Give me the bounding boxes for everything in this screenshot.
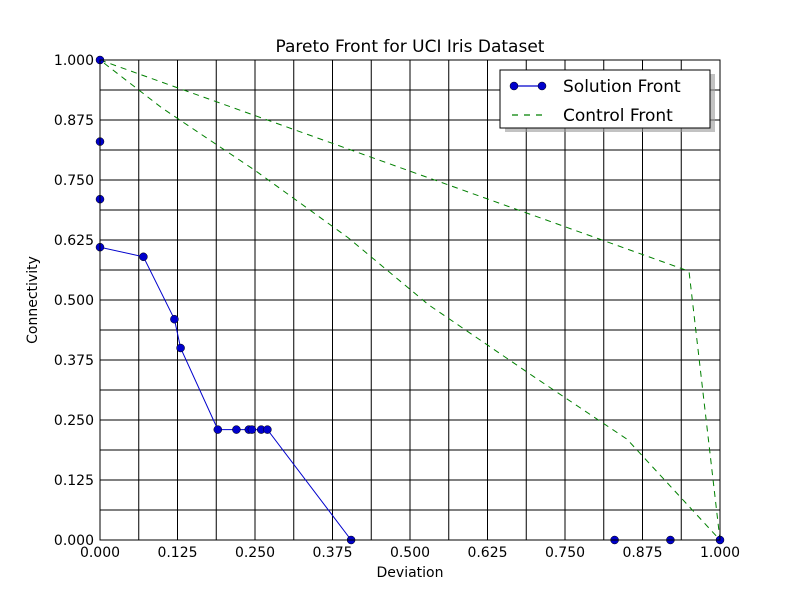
y-tick-label: 0.750 bbox=[54, 173, 94, 189]
y-tick-label: 0.875 bbox=[54, 113, 94, 129]
solution-point bbox=[263, 425, 272, 434]
solution-point bbox=[213, 425, 223, 434]
tick-labels: 0.000 0.125 0.250 0.375 0.500 0.625 0.750 0.875… bbox=[54, 53, 740, 561]
solution-point bbox=[247, 425, 257, 434]
chart-title: Pareto Front for UCI Iris Dataset bbox=[276, 37, 545, 57]
x-tick-label: 0.375 bbox=[312, 545, 352, 561]
legend-box bbox=[499, 69, 711, 129]
x-tick-label: 0.875 bbox=[622, 545, 662, 561]
solution-point bbox=[232, 425, 241, 434]
legend-control-label: Control Front bbox=[563, 106, 673, 126]
y-tick-label: 0.375 bbox=[54, 353, 94, 369]
legend: Solution Front Control Front bbox=[499, 69, 715, 132]
grid bbox=[100, 60, 720, 540]
x-axis-title: Deviation bbox=[377, 565, 444, 581]
x-tick-label: 1.000 bbox=[700, 545, 740, 561]
control-front-layer bbox=[99, 59, 721, 542]
y-tick-label: 0.125 bbox=[54, 473, 94, 489]
solution-point bbox=[139, 252, 148, 262]
solution-point bbox=[170, 314, 179, 324]
x-tick-label: 0.000 bbox=[80, 545, 120, 561]
solution-point bbox=[176, 343, 185, 353]
x-tick-label: 0.750 bbox=[545, 545, 585, 561]
y-axis-title: Connectivity bbox=[25, 256, 41, 344]
y-tick-label: 0.000 bbox=[54, 533, 94, 549]
y-tick-label: 0.625 bbox=[54, 233, 94, 249]
x-tick-label: 0.625 bbox=[467, 545, 507, 561]
legend-solution-marker bbox=[509, 81, 519, 91]
y-tick-label: 0.500 bbox=[54, 293, 94, 309]
x-tick-label: 0.500 bbox=[390, 545, 430, 561]
y-tick-label: 1.000 bbox=[54, 53, 94, 69]
control-front-line bbox=[99, 59, 721, 542]
x-tick-label: 0.125 bbox=[157, 545, 197, 561]
x-tick-label: 0.250 bbox=[235, 545, 275, 561]
legend-solution-marker bbox=[537, 81, 547, 91]
y-tick-label: 0.250 bbox=[54, 413, 94, 429]
legend-solution-label: Solution Front bbox=[563, 77, 681, 97]
